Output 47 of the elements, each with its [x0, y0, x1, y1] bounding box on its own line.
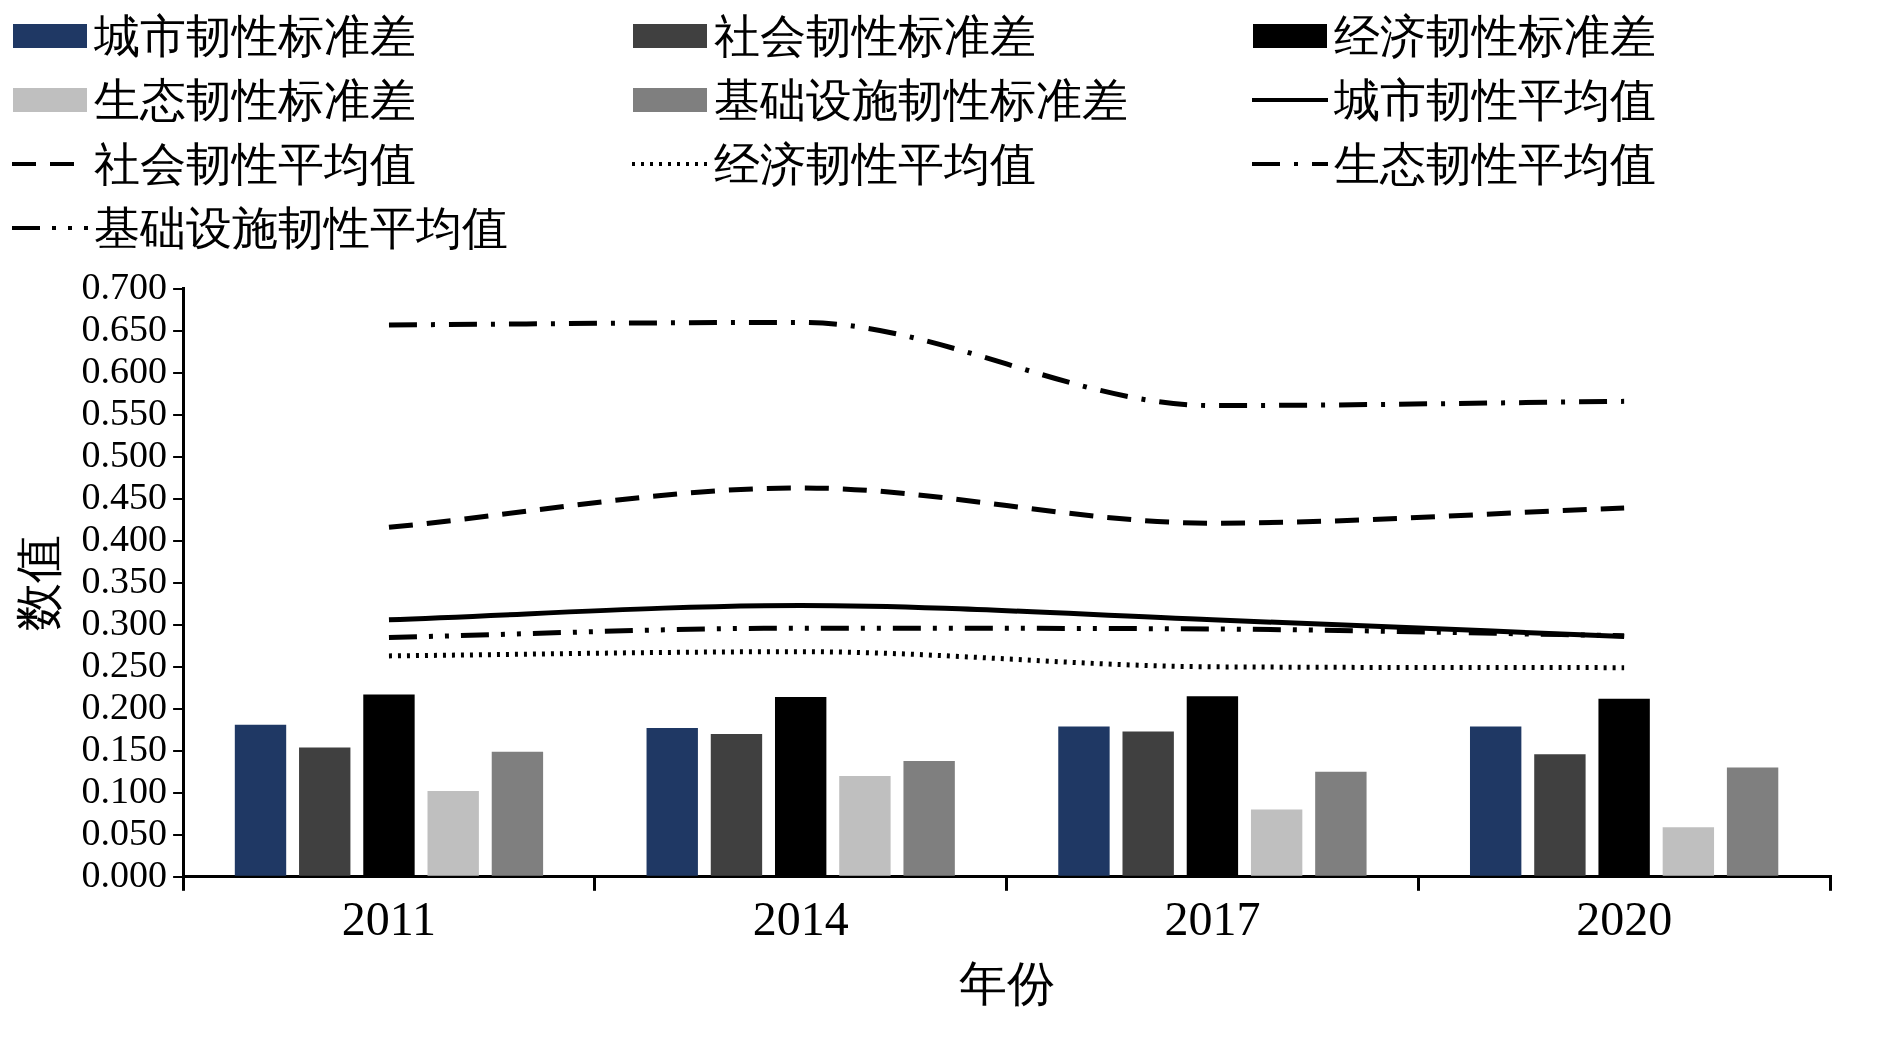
- bar: [903, 760, 955, 876]
- bar: [1058, 726, 1110, 876]
- bar: [1662, 827, 1715, 876]
- bar: [1469, 726, 1522, 876]
- legend-label: 城市韧性平均值: [1334, 72, 1656, 129]
- bar: [299, 747, 351, 876]
- y-tick-label: 0.100: [81, 768, 168, 811]
- bar: [710, 734, 763, 876]
- y-tick-label: 0.200: [81, 684, 168, 727]
- legend-label: 基础设施韧性标准差: [714, 72, 1128, 129]
- bar: [646, 728, 698, 876]
- bar: [1534, 754, 1586, 876]
- bar: [427, 791, 479, 876]
- bar: [234, 724, 287, 876]
- y-tick-label: 0.600: [81, 348, 168, 391]
- legend-label: 生态韧性平均值: [1334, 136, 1656, 193]
- bar: [1250, 809, 1303, 876]
- bar: [1726, 767, 1779, 876]
- y-tick-label: 0.300: [81, 600, 168, 643]
- y-tick-label: 0.050: [81, 810, 168, 853]
- legend-label: 经济韧性平均值: [714, 136, 1036, 193]
- legend-label: 生态韧性标准差: [94, 72, 416, 129]
- y-tick-label: 0.700: [81, 264, 168, 307]
- y-tick-label: 0.400: [81, 516, 168, 559]
- y-tick-label: 0.650: [81, 306, 168, 349]
- y-tick-label: 0.150: [81, 726, 168, 769]
- bar: [839, 776, 891, 876]
- bar: [1315, 771, 1367, 876]
- x-tick-label: 2020: [1576, 892, 1673, 946]
- legend-label: 社会韧性平均值: [94, 136, 416, 193]
- y-tick-label: 0.500: [81, 432, 168, 475]
- legend-label: 城市韧性标准差: [94, 8, 416, 65]
- x-axis-title: 年份: [958, 954, 1055, 1011]
- x-tick-label: 2011: [341, 892, 437, 946]
- y-tick-label: 0.550: [81, 390, 168, 433]
- x-tick-label: 2014: [752, 892, 849, 946]
- legend-label: 基础设施韧性平均值: [94, 200, 508, 257]
- legend-label: 经济韧性标准差: [1334, 8, 1656, 65]
- y-tick-label: 0.000: [81, 852, 168, 895]
- legend-label: 社会韧性标准差: [714, 8, 1036, 65]
- bar: [491, 751, 544, 876]
- y-tick-label: 0.450: [81, 474, 168, 517]
- x-tick-label: 2017: [1164, 892, 1261, 946]
- y-tick-label: 0.250: [81, 642, 168, 685]
- y-axis-title: 数值: [10, 534, 67, 631]
- y-tick-label: 0.350: [81, 558, 168, 601]
- bar: [1122, 731, 1174, 876]
